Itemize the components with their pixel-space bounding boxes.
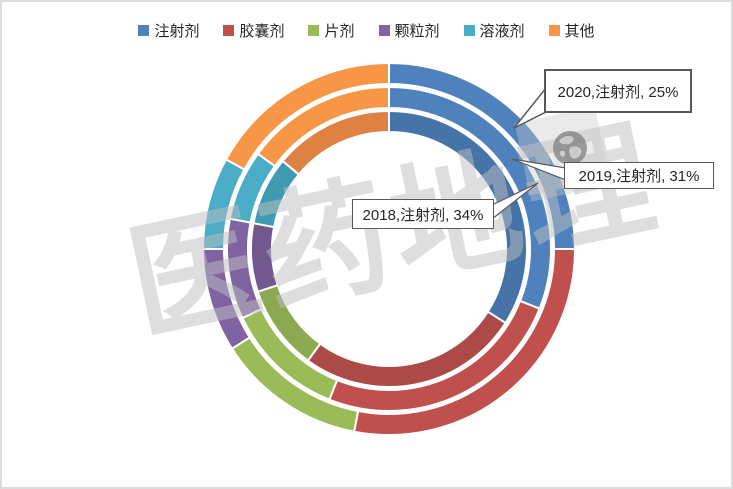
legend-swatch-injection	[138, 25, 150, 36]
legend-swatch-capsule	[223, 25, 235, 36]
legend-item-other[interactable]: 其他	[548, 20, 595, 41]
legend-label-solution: 溶液剂	[479, 23, 525, 40]
legend-swatch-granule	[378, 25, 390, 36]
legend-label-granule: 颗粒剂	[394, 23, 440, 40]
legend-swatch-other	[548, 25, 560, 36]
legend-item-tablet[interactable]: 片剂	[308, 20, 355, 41]
legend-item-granule[interactable]: 颗粒剂	[378, 20, 440, 41]
legend-item-solution[interactable]: 溶液剂	[463, 20, 525, 41]
legend-swatch-solution	[463, 25, 475, 36]
legend-item-injection[interactable]: 注射剂	[138, 20, 199, 41]
legend-item-capsule[interactable]: 胶囊剂	[223, 20, 284, 41]
data-label-2018-injection[interactable]: 2018,注射剂, 34%	[352, 199, 494, 229]
legend-label-other: 其他	[564, 23, 595, 40]
data-label-2020-injection[interactable]: 2020,注射剂, 25%	[544, 69, 692, 113]
legend-swatch-tablet	[308, 25, 320, 36]
segment-2018-颗粒剂[interactable]	[249, 222, 279, 293]
legend-label-capsule: 胶囊剂	[239, 23, 285, 40]
legend-label-tablet: 片剂	[324, 23, 355, 40]
data-label-2019-injection[interactable]: 2019,注射剂, 31%	[564, 162, 714, 189]
legend: 注射剂 胶囊剂 片剂 颗粒剂 溶液剂 其他	[2, 20, 731, 41]
segment-2020-其他[interactable]	[225, 62, 390, 171]
segment-2018-其他[interactable]	[281, 110, 390, 176]
segment-2019-其他[interactable]	[256, 86, 390, 168]
legend-label-injection: 注射剂	[154, 23, 200, 40]
